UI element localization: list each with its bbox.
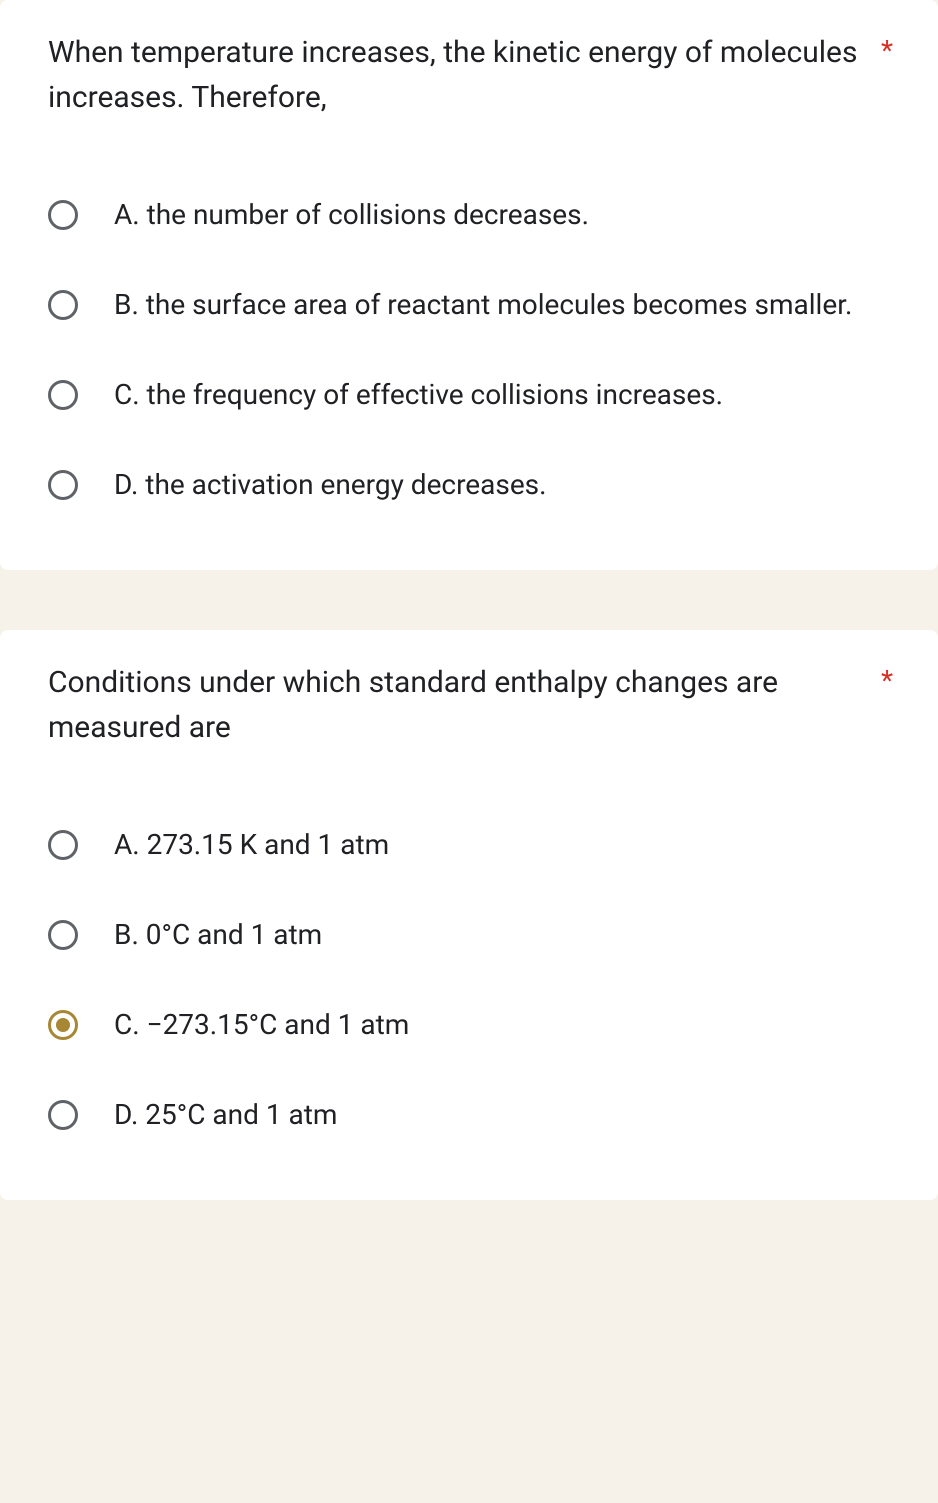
- radio-button-unchecked-icon[interactable]: [48, 290, 78, 320]
- option-label: B. the surface area of reactant molecule…: [114, 284, 852, 326]
- radio-button-unchecked-icon[interactable]: [48, 920, 78, 950]
- option-a[interactable]: A. the number of collisions decreases.: [48, 170, 890, 260]
- question-prompt: When temperature increases, the kinetic …: [48, 30, 890, 120]
- question-prompt-text: Conditions under which standard enthalpy…: [48, 665, 778, 745]
- option-label: A. 273.15 K and 1 atm: [114, 824, 389, 866]
- question-card-2: Conditions under which standard enthalpy…: [0, 630, 938, 1200]
- option-label: B. 0°C and 1 atm: [114, 914, 322, 956]
- required-asterisk-icon: *: [881, 30, 893, 72]
- radio-button-unchecked-icon[interactable]: [48, 1100, 78, 1130]
- radio-button-unchecked-icon[interactable]: [48, 380, 78, 410]
- question-prompt-text: When temperature increases, the kinetic …: [48, 35, 857, 115]
- required-asterisk-icon: *: [881, 660, 893, 702]
- radio-button-checked-icon[interactable]: [48, 1010, 78, 1040]
- radio-button-unchecked-icon[interactable]: [48, 200, 78, 230]
- option-a[interactable]: A. 273.15 K and 1 atm: [48, 800, 890, 890]
- option-b[interactable]: B. 0°C and 1 atm: [48, 890, 890, 980]
- questions-container: When temperature increases, the kinetic …: [0, 0, 938, 1200]
- option-d[interactable]: D. the activation energy decreases.: [48, 440, 890, 530]
- question-prompt: Conditions under which standard enthalpy…: [48, 660, 890, 750]
- option-b[interactable]: B. the surface area of reactant molecule…: [48, 260, 890, 350]
- radio-button-unchecked-icon[interactable]: [48, 830, 78, 860]
- option-label: C. the frequency of effective collisions…: [114, 374, 723, 416]
- option-c[interactable]: C. the frequency of effective collisions…: [48, 350, 890, 440]
- option-d[interactable]: D. 25°C and 1 atm: [48, 1070, 890, 1160]
- option-label: D. the activation energy decreases.: [114, 464, 547, 506]
- option-label: D. 25°C and 1 atm: [114, 1094, 337, 1136]
- option-label: A. the number of collisions decreases.: [114, 194, 589, 236]
- radio-button-unchecked-icon[interactable]: [48, 470, 78, 500]
- question-card-1: When temperature increases, the kinetic …: [0, 0, 938, 570]
- option-label: C. −273.15°C and 1 atm: [114, 1004, 409, 1046]
- card-spacer: [0, 600, 938, 630]
- option-c[interactable]: C. −273.15°C and 1 atm: [48, 980, 890, 1070]
